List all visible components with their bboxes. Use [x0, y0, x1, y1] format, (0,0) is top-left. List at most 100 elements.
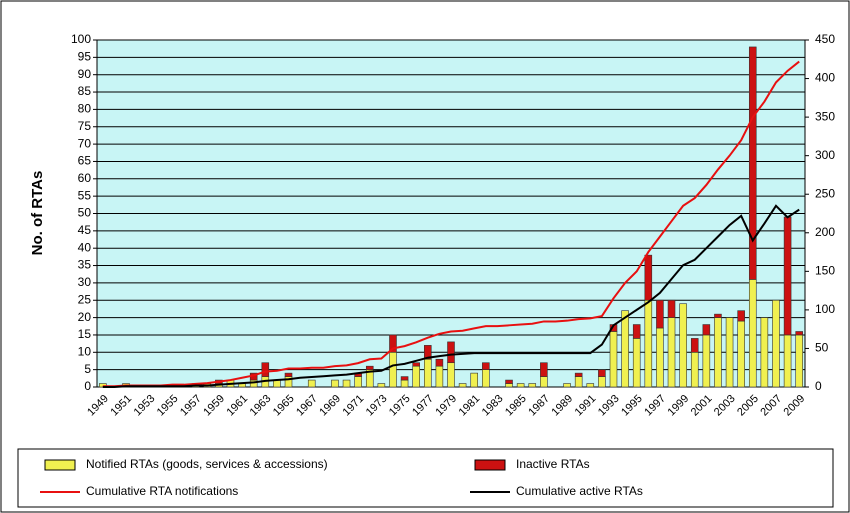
bar: [632, 324, 641, 339]
bar: [760, 317, 769, 388]
bar: [435, 358, 444, 367]
bar: [482, 362, 490, 370]
legend-box: [17, 448, 834, 508]
bar: [702, 324, 711, 336]
bar: [737, 320, 745, 388]
y-tick-label: 20: [78, 310, 92, 324]
legend-swatch: [474, 459, 506, 471]
y-tick-label: 5: [84, 362, 91, 376]
bar: [667, 317, 676, 388]
y-tick-label: 60: [78, 171, 92, 185]
legend-label: Inactive RTAs: [516, 457, 590, 471]
bar: [331, 379, 339, 388]
bar: [540, 376, 548, 388]
bar: [261, 362, 270, 377]
bar: [482, 369, 490, 388]
y-tick-label: 95: [78, 50, 92, 64]
bar: [621, 310, 629, 388]
bar: [307, 379, 316, 388]
bar: [690, 338, 699, 353]
y-tick-label: 80: [78, 102, 92, 116]
bar: [656, 327, 664, 388]
bar: [412, 365, 420, 388]
legend-label: Cumulative active RTAs: [516, 484, 643, 498]
y2-tick-label: 200: [815, 225, 835, 239]
bar: [424, 345, 432, 360]
y2-tick-label: 50: [815, 341, 829, 355]
y-tick-label: 25: [78, 292, 92, 306]
bar: [644, 254, 653, 301]
y2-tick-label: 150: [815, 264, 835, 278]
y-tick-label: 35: [78, 258, 92, 272]
bar: [365, 365, 374, 370]
y2-tick-label: 400: [815, 71, 835, 85]
bar: [354, 376, 362, 388]
legend-swatch: [44, 459, 76, 471]
bar: [644, 299, 653, 388]
bar: [748, 279, 757, 388]
y2-tick-label: 100: [815, 302, 835, 316]
bar: [377, 383, 386, 388]
bar: [725, 317, 734, 388]
bar: [505, 379, 513, 384]
y-tick-label: 90: [78, 67, 92, 81]
bar: [342, 379, 351, 388]
bar: [748, 46, 757, 280]
y2-tick-label: 250: [815, 186, 835, 200]
y-tick-label: 55: [78, 188, 92, 202]
bar: [400, 379, 409, 388]
bar: [783, 334, 792, 388]
y2-tick-label: 450: [815, 32, 835, 46]
bar: [389, 351, 397, 388]
bar: [447, 341, 455, 364]
y-tick-label: 75: [78, 119, 92, 133]
y2-tick-label: 350: [815, 109, 835, 123]
bar: [400, 376, 409, 381]
bar: [598, 376, 606, 388]
legend-label: Cumulative RTA notifications: [86, 484, 238, 498]
bar: [389, 334, 397, 353]
bar: [424, 358, 432, 388]
bar: [435, 365, 444, 388]
bar: [609, 331, 618, 388]
bar: [690, 351, 699, 388]
bar: [516, 383, 525, 388]
bar: [447, 362, 455, 388]
bar: [795, 334, 803, 388]
bar: [632, 338, 641, 388]
bar: [737, 310, 745, 322]
bar: [528, 383, 537, 388]
bar: [714, 317, 722, 388]
line: [102, 204, 800, 388]
bar: [458, 383, 467, 388]
bar: [656, 299, 664, 329]
bar: [795, 331, 803, 336]
line: [102, 60, 800, 388]
y-tick-label: 15: [78, 327, 92, 341]
y-tick-label: 10: [78, 344, 92, 358]
bar: [598, 369, 606, 377]
y-axis-title: No. of RTAs: [29, 171, 46, 256]
bar: [574, 376, 583, 388]
bar: [284, 372, 293, 377]
y-tick-label: 50: [78, 206, 92, 220]
bar: [505, 383, 513, 388]
bar: [702, 334, 711, 388]
y2-tick-label: 0: [815, 379, 822, 393]
bar: [714, 313, 722, 318]
bar: [470, 372, 478, 388]
bar: [540, 362, 548, 377]
y-tick-label: 40: [78, 240, 92, 254]
bar: [563, 383, 571, 388]
bar: [586, 383, 595, 388]
bar: [574, 372, 583, 377]
y-tick-label: 65: [78, 154, 92, 168]
bar: [412, 362, 420, 367]
legend-label: Notified RTAs (goods, services & accessi…: [86, 457, 328, 471]
bar: [772, 299, 780, 388]
bar: [667, 299, 676, 318]
y-tick-label: 85: [78, 84, 92, 98]
bar: [679, 303, 687, 388]
bar: [783, 216, 792, 336]
